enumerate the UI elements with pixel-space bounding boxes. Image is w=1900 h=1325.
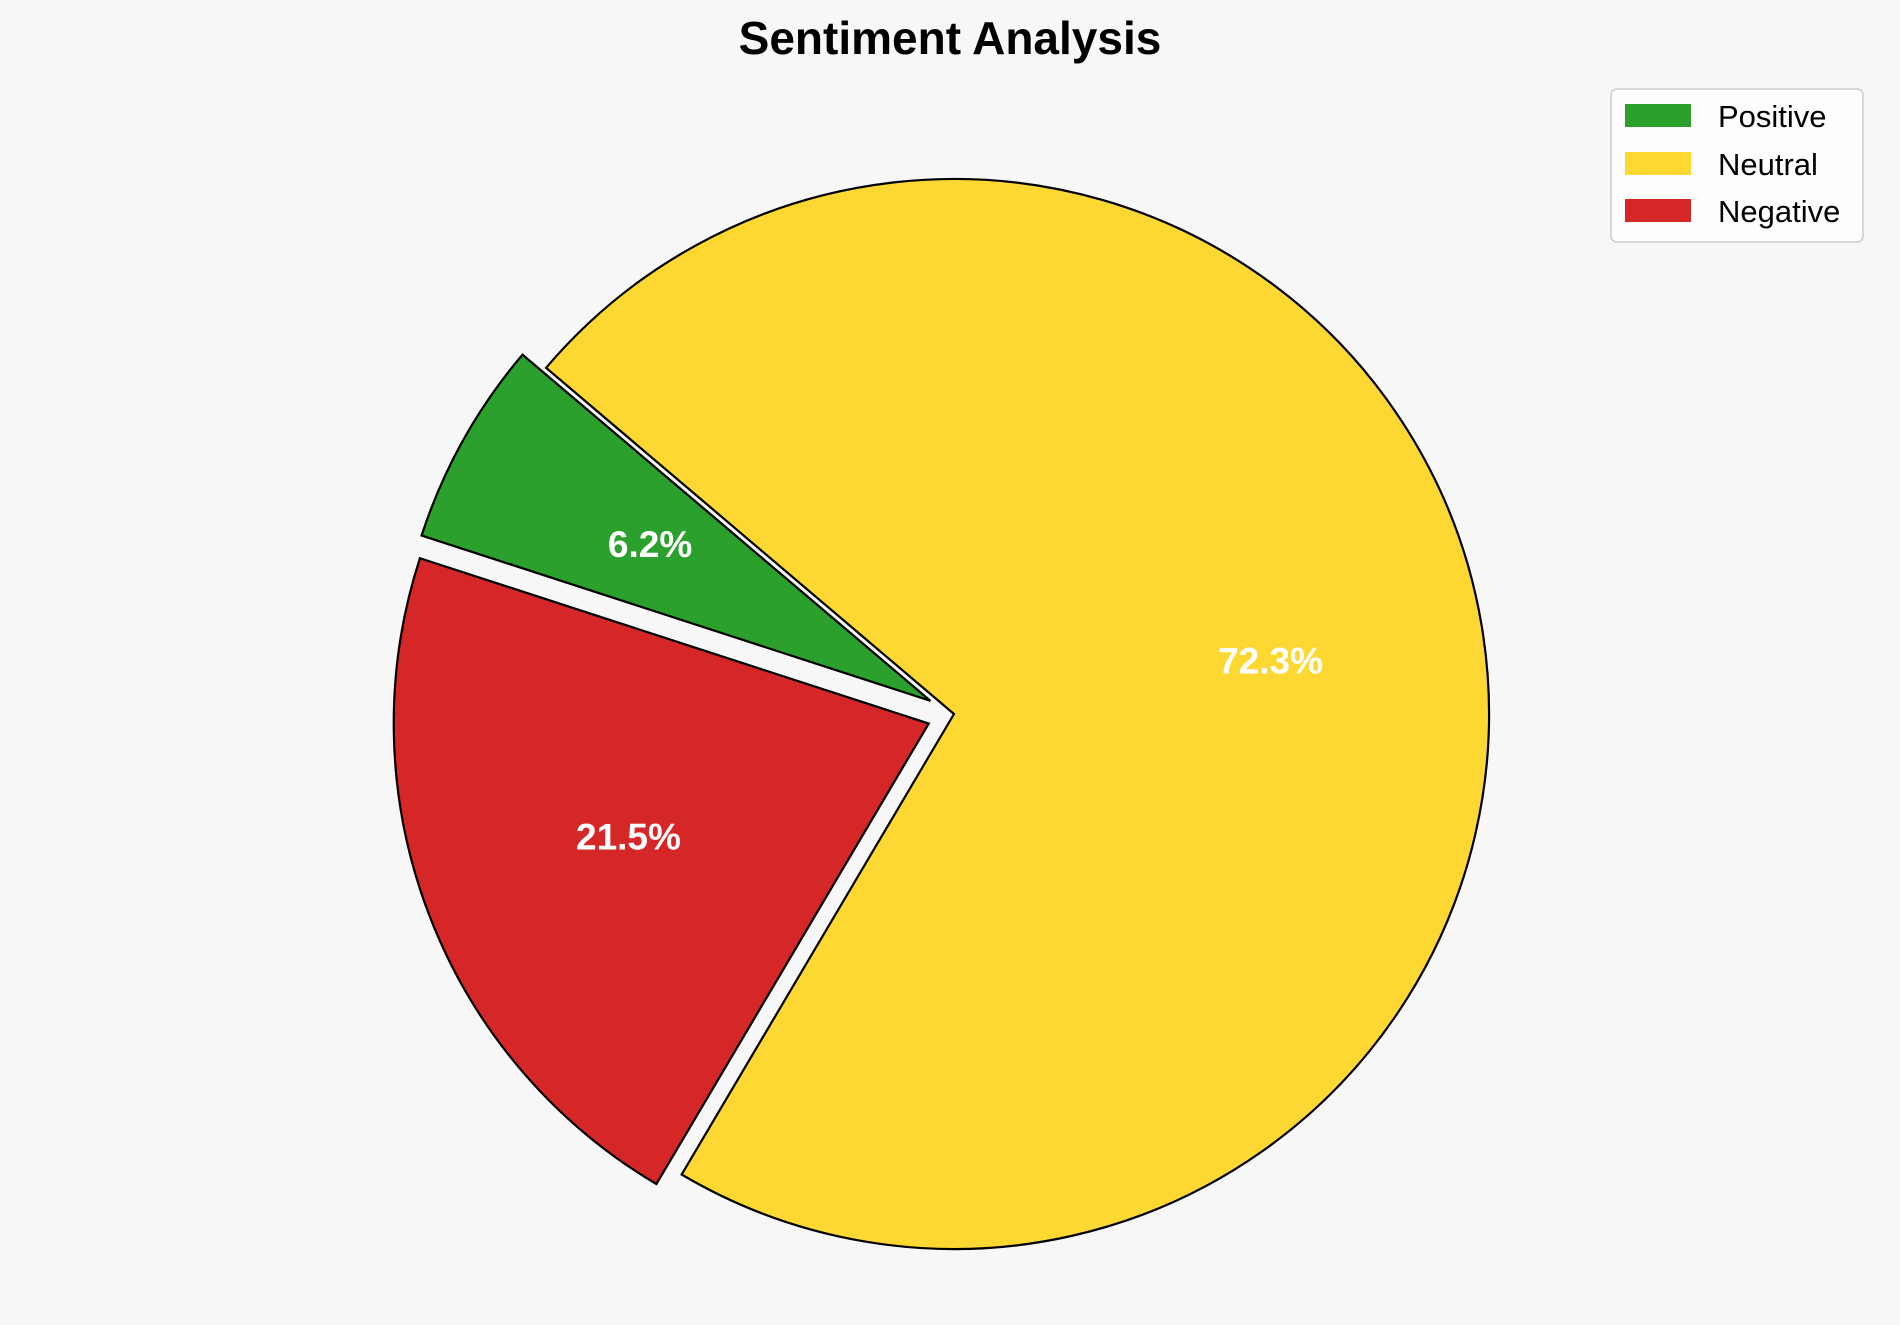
legend-swatch-positive — [1625, 104, 1691, 127]
pie-slices — [392, 177, 1491, 1251]
pie-labels: 6.2% 72.3% 21.5% — [576, 524, 1323, 858]
pie-slice-neutral — [544, 177, 1491, 1251]
pie-slice-positive — [420, 353, 932, 702]
legend-label-positive: Positive — [1718, 99, 1827, 134]
pie-label-negative: 21.5% — [576, 817, 681, 858]
chart-title: Sentiment Analysis — [739, 12, 1162, 64]
pie-label-positive: 6.2% — [608, 524, 692, 565]
legend-label-neutral: Neutral — [1718, 147, 1818, 182]
legend-label-negative: Negative — [1718, 194, 1840, 229]
pie-slice-negative — [392, 556, 931, 1186]
pie-label-neutral: 72.3% — [1218, 640, 1323, 681]
legend: Positive Neutral Negative — [1610, 88, 1864, 243]
legend-swatch-negative — [1625, 199, 1691, 222]
legend-swatch-neutral — [1625, 152, 1691, 175]
